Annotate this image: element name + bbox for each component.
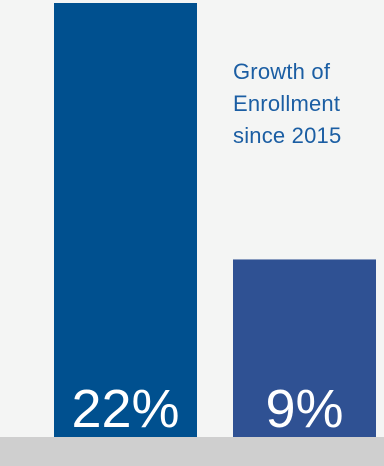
bar-value-label-1: 22% bbox=[71, 379, 179, 439]
bar-2 bbox=[233, 259, 376, 437]
annotation-line-3: since 2015 bbox=[233, 123, 342, 148]
bar-1 bbox=[54, 3, 197, 437]
annotation-line-2: Enrollment bbox=[233, 91, 341, 116]
bars-group bbox=[54, 3, 376, 437]
value-labels-group: 22% 9% bbox=[71, 379, 343, 439]
bar-value-label-2: 9% bbox=[265, 379, 343, 439]
annotation-line-1: Growth of bbox=[233, 59, 331, 84]
chart-annotation: Growth of Enrollment since 2015 bbox=[233, 56, 383, 152]
chart-baseline bbox=[0, 437, 384, 466]
